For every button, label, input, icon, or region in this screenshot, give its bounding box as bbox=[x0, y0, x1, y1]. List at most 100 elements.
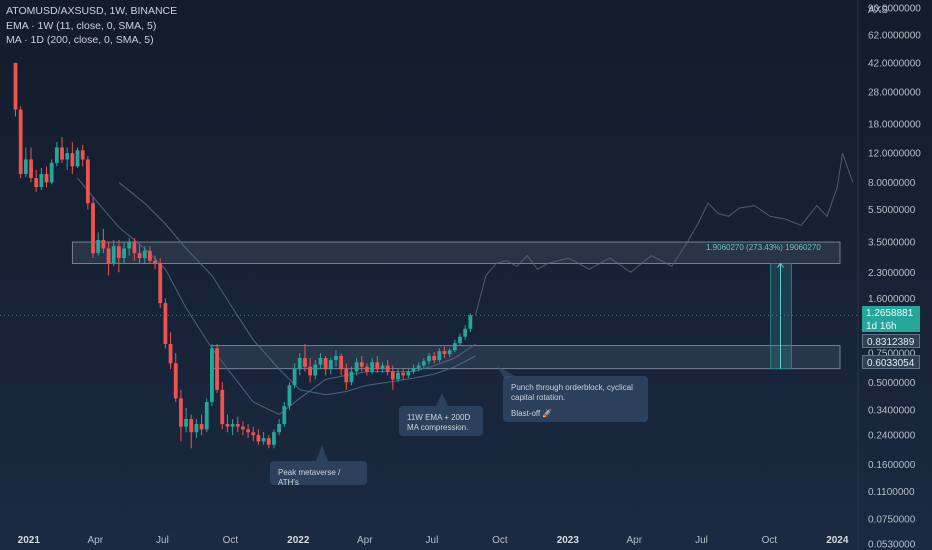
candle-body-31 bbox=[173, 363, 178, 399]
time-axis-ticks: 2021 Apr Jul Oct 2022 Apr Jul Oct 2023 Apr Jul Oct 2… bbox=[18, 535, 849, 546]
breakout-pointer bbox=[497, 366, 515, 379]
candle-body-83 bbox=[442, 351, 447, 354]
candle-body-54 bbox=[292, 369, 297, 386]
candle-body-1 bbox=[18, 109, 23, 174]
candle-body-65 bbox=[349, 371, 354, 383]
axis-currency-label: AXS bbox=[868, 5, 889, 16]
x-tick-label-9: Apr bbox=[626, 535, 642, 546]
candle-body-88 bbox=[468, 315, 473, 329]
y-tick-label-10: 1.6000000 bbox=[868, 294, 916, 305]
candle-body-18 bbox=[106, 248, 111, 264]
y-tick-label-7: 5.5000000 bbox=[868, 205, 916, 216]
measure-arrowhead bbox=[777, 262, 784, 268]
candle-body-22 bbox=[127, 242, 132, 249]
candle-body-3 bbox=[29, 159, 33, 179]
candle-body-60 bbox=[323, 358, 328, 370]
candle-body-42 bbox=[230, 424, 235, 427]
measure-label: 1.9060270 (273.43%) 19060270 bbox=[706, 243, 821, 252]
candle-body-25 bbox=[142, 250, 147, 259]
symbol-title: ATOMUSD/AXSUSD, 1W, BINANCE bbox=[6, 5, 178, 17]
y-tick-label-9: 2.3000000 bbox=[868, 268, 916, 279]
x-tick-label-8: 2023 bbox=[557, 535, 580, 546]
annotation-blast-text: Blast-off 🚀 bbox=[511, 409, 553, 418]
candle-body-71 bbox=[380, 365, 385, 370]
candle-body-29 bbox=[163, 303, 168, 345]
candle-body-51 bbox=[277, 424, 282, 433]
y-tick-label-6: 8.0000000 bbox=[868, 178, 916, 189]
candle-body-48 bbox=[261, 438, 266, 442]
candle-body-34 bbox=[189, 419, 194, 433]
x-tick-label-10: Jul bbox=[695, 535, 708, 546]
candle-body-46 bbox=[251, 432, 256, 436]
candle-body-7 bbox=[49, 162, 54, 183]
y-tick-label-5: 12.0000000 bbox=[868, 149, 921, 160]
candle-body-44 bbox=[241, 426, 245, 430]
candle-body-49 bbox=[266, 438, 271, 445]
candle-body-24 bbox=[137, 253, 142, 259]
x-tick-label-6: Jul bbox=[426, 535, 439, 546]
candle-body-68 bbox=[365, 366, 369, 372]
candle-body-36 bbox=[199, 424, 204, 430]
x-tick-label-1: Apr bbox=[87, 535, 103, 546]
candle-body-87 bbox=[463, 328, 468, 337]
compression-pointer bbox=[436, 393, 448, 406]
candle-body-15 bbox=[91, 203, 95, 254]
candle-body-53 bbox=[287, 385, 292, 406]
price-axis-ticks: 90.0000000 62.0000000 42.0000000 28.0000000… bbox=[868, 4, 921, 550]
ema-indicator-label[interactable]: EMA · 1W (11, close, 0, SMA, 5) bbox=[6, 20, 157, 32]
y-tick-label-15: 0.1600000 bbox=[868, 460, 916, 471]
candle-body-50 bbox=[272, 432, 276, 445]
candle-body-55 bbox=[297, 358, 302, 370]
candle-body-8 bbox=[54, 147, 59, 163]
candle-body-52 bbox=[282, 405, 287, 425]
candle-body-84 bbox=[447, 350, 452, 354]
annotation-breakout[interactable]: Punch through orderblock, cyclical capit… bbox=[503, 376, 648, 422]
candle-body-81 bbox=[432, 355, 437, 361]
candle-body-72 bbox=[385, 365, 390, 372]
candle-body-33 bbox=[184, 419, 188, 427]
last-price-value: 1.2658881 bbox=[866, 308, 914, 319]
candle-body-30 bbox=[168, 344, 173, 364]
y-tick-label-0: 90.0000000 bbox=[868, 4, 921, 15]
annotation-punch-text: Punch through orderblock, cyclical capit… bbox=[511, 383, 633, 402]
candle-body-79 bbox=[421, 361, 426, 366]
candle-body-17 bbox=[101, 239, 106, 249]
x-tick-label-7: Oct bbox=[492, 535, 508, 546]
annotation-compression[interactable]: 11W EMA + 200D MA compression. bbox=[399, 406, 483, 436]
candle-body-37 bbox=[204, 402, 209, 430]
annotation-compression-text: 11W EMA + 200D MA compression. bbox=[407, 413, 471, 432]
candles bbox=[13, 62, 473, 449]
candle-body-9 bbox=[60, 147, 64, 160]
candle-body-67 bbox=[359, 362, 364, 367]
candle-body-32 bbox=[179, 398, 183, 427]
candle-body-61 bbox=[328, 360, 333, 370]
candle-body-23 bbox=[132, 242, 137, 254]
candle-body-76 bbox=[406, 371, 411, 376]
candle-body-70 bbox=[375, 362, 380, 370]
candle-body-77 bbox=[411, 367, 416, 372]
candle-body-45 bbox=[246, 429, 250, 433]
candle-body-10 bbox=[65, 153, 70, 160]
x-tick-label-0: 2021 bbox=[18, 535, 41, 546]
candle-body-41 bbox=[225, 424, 230, 427]
annotation-pointers bbox=[316, 366, 515, 461]
candle-body-4 bbox=[34, 178, 39, 188]
ma-indicator-label[interactable]: MA · 1D (200, close, 0, SMA, 5) bbox=[6, 34, 154, 46]
x-tick-label-2: Jul bbox=[156, 535, 169, 546]
y-tick-label-1: 62.0000000 bbox=[868, 30, 921, 41]
candle-body-39 bbox=[215, 348, 219, 390]
annotation-peak-metaverse[interactable]: Peak metaverse / ATH's bbox=[270, 461, 367, 487]
candle-body-28 bbox=[158, 263, 163, 304]
indicator-lines bbox=[0, 153, 858, 415]
candle-body-2 bbox=[23, 159, 28, 174]
y-tick-label-12: 0.5000000 bbox=[868, 378, 916, 389]
candle-body-14 bbox=[85, 159, 90, 204]
candle-body-19 bbox=[111, 246, 116, 264]
candle-body-11 bbox=[70, 153, 75, 167]
candle-body-58 bbox=[313, 364, 318, 376]
candle-body-47 bbox=[256, 435, 261, 442]
candle-body-6 bbox=[44, 173, 49, 183]
